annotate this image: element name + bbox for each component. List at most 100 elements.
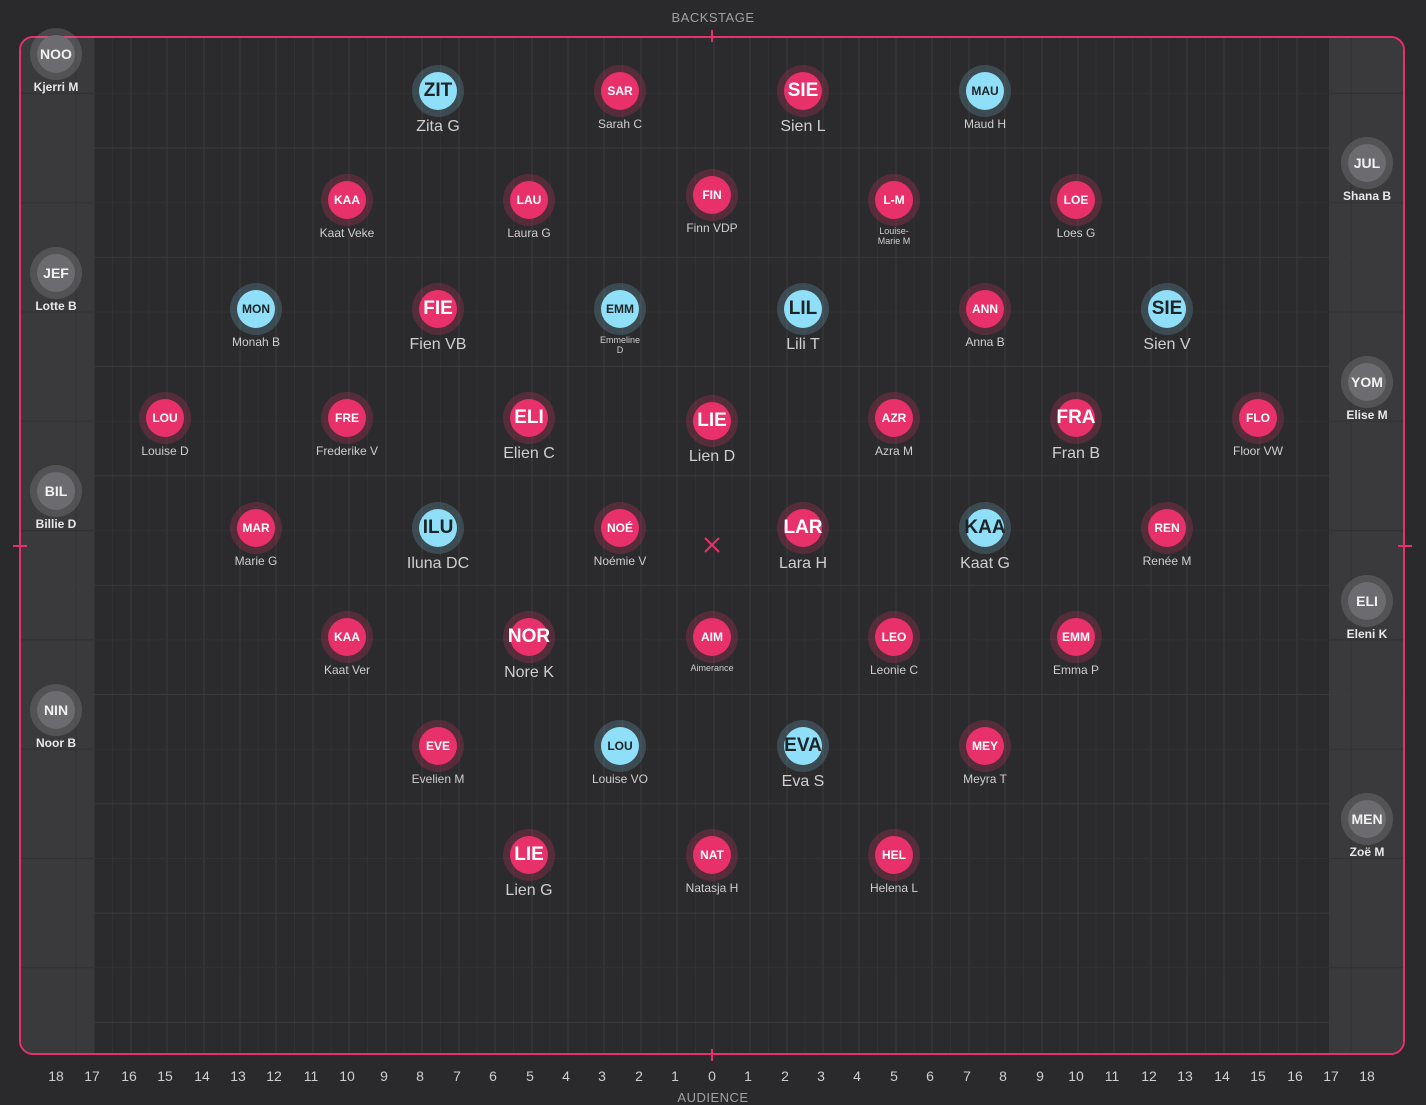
- dancer-marker[interactable]: BIL: [30, 465, 82, 517]
- dancer-noé-29[interactable]: NOÉ Noémie V: [560, 502, 680, 569]
- dancer-marker[interactable]: JEF: [30, 247, 82, 299]
- dancer-marker[interactable]: EMM: [1050, 611, 1102, 663]
- dancer-marker[interactable]: LAR: [777, 502, 829, 554]
- dancer-marker[interactable]: L-M: [868, 174, 920, 226]
- dancer-marker[interactable]: MEY: [959, 720, 1011, 772]
- dancer-marker[interactable]: LEO: [868, 611, 920, 663]
- dancer-mon-12[interactable]: MON Monah B: [196, 283, 316, 350]
- dancer-marker[interactable]: MAR: [230, 502, 282, 554]
- dancer-marker[interactable]: EVA: [777, 720, 829, 772]
- dancer-marker[interactable]: SIE: [777, 65, 829, 117]
- dancer-loe-10[interactable]: LOE Loes G: [1016, 174, 1136, 241]
- dancer-marker[interactable]: LOU: [594, 720, 646, 772]
- dancer-marker[interactable]: LIL: [777, 283, 829, 335]
- dancer-ilu-28[interactable]: ILU Iluna DC: [378, 502, 498, 573]
- dancer-marker[interactable]: KAA: [321, 611, 373, 663]
- dancer-marker[interactable]: FRA: [1050, 392, 1102, 444]
- dancer-lau-7[interactable]: LAU Laura G: [469, 174, 589, 241]
- dancer-code: LIE: [693, 402, 731, 440]
- dancer-l-m-9[interactable]: L-M Louise-Marie M: [834, 174, 954, 247]
- dancer-marker[interactable]: YOM: [1341, 356, 1393, 408]
- dancer-nor-35[interactable]: NOR Nore K: [469, 611, 589, 682]
- dancer-marker[interactable]: ELI: [1341, 575, 1393, 627]
- dancer-marker[interactable]: JUL: [1341, 137, 1393, 189]
- dancer-emm-38[interactable]: EMM Emma P: [1016, 611, 1136, 678]
- dancer-marker[interactable]: FIN: [686, 169, 738, 221]
- dancer-marker[interactable]: ELI: [503, 392, 555, 444]
- dancer-mau-4[interactable]: MAU Maud H: [925, 65, 1045, 132]
- dancer-fie-13[interactable]: FIE Fien VB: [378, 283, 498, 354]
- dancer-fre-20[interactable]: FRE Frederike V: [287, 392, 407, 459]
- dancer-jef-11[interactable]: JEF Lotte B: [0, 247, 116, 314]
- dancer-marker[interactable]: ILU: [412, 502, 464, 554]
- dancer-marker[interactable]: ANN: [959, 283, 1011, 335]
- dancer-ann-16[interactable]: ANN Anna B: [925, 283, 1045, 350]
- dancer-eve-40[interactable]: EVE Evelien M: [378, 720, 498, 787]
- dancer-marker[interactable]: LAU: [503, 174, 555, 226]
- dancer-marker[interactable]: MON: [230, 283, 282, 335]
- dancer-marker[interactable]: MAU: [959, 65, 1011, 117]
- dancer-lie-22[interactable]: LIE Lien D: [652, 395, 772, 466]
- dancer-fra-24[interactable]: FRA Fran B: [1016, 392, 1136, 463]
- left-center-tick: [13, 545, 27, 547]
- dancer-marker[interactable]: FLO: [1232, 392, 1284, 444]
- dancer-lie-45[interactable]: LIE Lien G: [469, 829, 589, 900]
- dancer-marker[interactable]: LOU: [139, 392, 191, 444]
- dancer-marker[interactable]: SIE: [1141, 283, 1193, 335]
- dancer-marker[interactable]: KAA: [959, 502, 1011, 554]
- dancer-fin-8[interactable]: FIN Finn VDP: [652, 169, 772, 236]
- dancer-marker[interactable]: SAR: [594, 65, 646, 117]
- dancer-men-44[interactable]: MEN Zoë M: [1307, 793, 1426, 860]
- dancer-marker[interactable]: NOÉ: [594, 502, 646, 554]
- dancer-aim-36[interactable]: AIM Aimerance: [652, 611, 772, 674]
- dancer-sar-2[interactable]: SAR Sarah C: [560, 65, 680, 132]
- dancer-marker[interactable]: KAA: [321, 174, 373, 226]
- dancer-mar-27[interactable]: MAR Marie G: [196, 502, 316, 569]
- dancer-eli-21[interactable]: ELI Elien C: [469, 392, 589, 463]
- dancer-marker[interactable]: ZIT: [412, 65, 464, 117]
- dancer-marker[interactable]: NAT: [686, 829, 738, 881]
- dancer-marker[interactable]: LIE: [686, 395, 738, 447]
- dancer-marker[interactable]: NOO: [30, 28, 82, 80]
- dancer-marker[interactable]: EVE: [412, 720, 464, 772]
- dancer-leo-37[interactable]: LEO Leonie C: [834, 611, 954, 678]
- dancer-lou-19[interactable]: LOU Louise D: [105, 392, 225, 459]
- dancer-eli-33[interactable]: ELI Eleni K: [1307, 575, 1426, 642]
- dancer-marker[interactable]: HEL: [868, 829, 920, 881]
- dancer-zit-1[interactable]: ZIT Zita G: [378, 65, 498, 136]
- axis-tick-label: 4: [853, 1068, 861, 1084]
- dancer-sie-17[interactable]: SIE Sien V: [1107, 283, 1227, 354]
- dancer-marker[interactable]: LOE: [1050, 174, 1102, 226]
- dancer-marker[interactable]: MEN: [1341, 793, 1393, 845]
- dancer-flo-25[interactable]: FLO Floor VW: [1198, 392, 1318, 459]
- dancer-emm-14[interactable]: EMM Emmeline D: [560, 283, 680, 356]
- dancer-mey-43[interactable]: MEY Meyra T: [925, 720, 1045, 787]
- dancer-hel-47[interactable]: HEL Helena L: [834, 829, 954, 896]
- dancer-azr-23[interactable]: AZR Azra M: [834, 392, 954, 459]
- dancer-nat-46[interactable]: NAT Natasja H: [652, 829, 772, 896]
- dancer-lou-41[interactable]: LOU Louise VO: [560, 720, 680, 787]
- dancer-lar-30[interactable]: LAR Lara H: [743, 502, 863, 573]
- dancer-yom-18[interactable]: YOM Elise M: [1307, 356, 1426, 423]
- dancer-kaa-34[interactable]: KAA Kaat Ver: [287, 611, 407, 678]
- dancer-marker[interactable]: FIE: [412, 283, 464, 335]
- dancer-jul-5[interactable]: JUL Shana B: [1307, 137, 1426, 204]
- dancer-marker[interactable]: AIM: [686, 611, 738, 663]
- dancer-noo-0[interactable]: NOO Kjerri M: [0, 28, 116, 95]
- dancer-marker[interactable]: EMM: [594, 283, 646, 335]
- dancer-ren-32[interactable]: REN Renée M: [1107, 502, 1227, 569]
- dancer-marker[interactable]: FRE: [321, 392, 373, 444]
- dancer-marker[interactable]: LIE: [503, 829, 555, 881]
- dancer-eva-42[interactable]: EVA Eva S: [743, 720, 863, 791]
- dancer-kaa-31[interactable]: KAA Kaat G: [925, 502, 1045, 573]
- axis-tick-label: 18: [1359, 1068, 1375, 1084]
- dancer-marker[interactable]: NOR: [503, 611, 555, 663]
- dancer-marker[interactable]: REN: [1141, 502, 1193, 554]
- dancer-bil-26[interactable]: BIL Billie D: [0, 465, 116, 532]
- dancer-kaa-6[interactable]: KAA Kaat Veke: [287, 174, 407, 241]
- dancer-marker[interactable]: AZR: [868, 392, 920, 444]
- dancer-sie-3[interactable]: SIE Sien L: [743, 65, 863, 136]
- dancer-marker[interactable]: NIN: [30, 684, 82, 736]
- dancer-nin-39[interactable]: NIN Noor B: [0, 684, 116, 751]
- dancer-lil-15[interactable]: LIL Lili T: [743, 283, 863, 354]
